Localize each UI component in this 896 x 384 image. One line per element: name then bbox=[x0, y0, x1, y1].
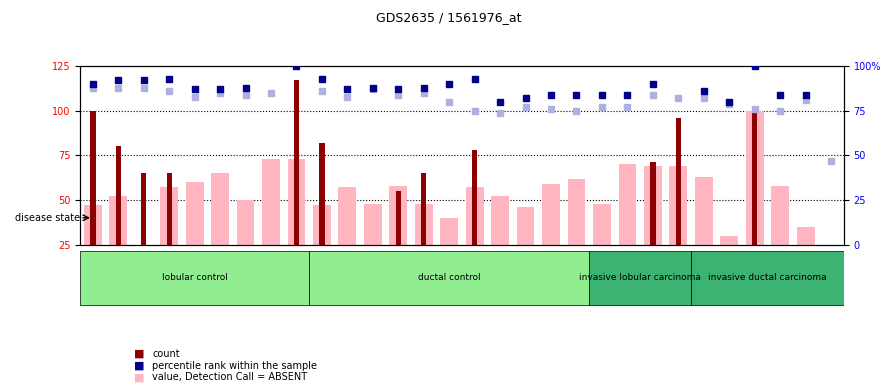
FancyBboxPatch shape bbox=[691, 251, 844, 305]
Bar bbox=[263, 159, 280, 289]
FancyBboxPatch shape bbox=[80, 251, 309, 305]
Bar bbox=[491, 196, 509, 289]
Bar bbox=[90, 111, 96, 289]
Bar bbox=[364, 204, 382, 289]
Bar bbox=[618, 164, 636, 289]
Text: value, Detection Call = ABSENT: value, Detection Call = ABSENT bbox=[152, 372, 307, 382]
Bar bbox=[771, 186, 789, 289]
Bar bbox=[797, 227, 814, 289]
Bar bbox=[141, 173, 146, 289]
Bar bbox=[669, 166, 687, 289]
Bar bbox=[517, 207, 535, 289]
Text: lobular control: lobular control bbox=[162, 273, 228, 283]
Text: ■: ■ bbox=[134, 349, 145, 359]
Bar bbox=[593, 204, 611, 289]
Text: count: count bbox=[152, 349, 180, 359]
Bar bbox=[650, 162, 656, 289]
Bar bbox=[116, 146, 121, 289]
Bar bbox=[644, 166, 662, 289]
Bar bbox=[160, 187, 178, 289]
Bar bbox=[288, 159, 306, 289]
Bar bbox=[823, 280, 840, 289]
Bar bbox=[211, 173, 229, 289]
Text: invasive lobular carcinoma: invasive lobular carcinoma bbox=[579, 273, 701, 283]
Bar bbox=[313, 205, 331, 289]
Text: ductal control: ductal control bbox=[418, 273, 480, 283]
Bar bbox=[542, 184, 560, 289]
Bar bbox=[440, 218, 458, 289]
Bar bbox=[472, 150, 478, 289]
Bar bbox=[84, 205, 102, 289]
Text: GDS2635 / 1561976_at: GDS2635 / 1561976_at bbox=[376, 12, 521, 25]
Text: invasive ductal carcinoma: invasive ductal carcinoma bbox=[708, 273, 827, 283]
Bar bbox=[695, 177, 712, 289]
Bar bbox=[421, 173, 426, 289]
Bar bbox=[237, 200, 254, 289]
Bar bbox=[720, 236, 738, 289]
Bar bbox=[396, 191, 401, 289]
Bar bbox=[745, 111, 763, 289]
Bar bbox=[676, 118, 681, 289]
Bar bbox=[185, 182, 203, 289]
Bar bbox=[319, 143, 324, 289]
FancyBboxPatch shape bbox=[590, 251, 691, 305]
Bar bbox=[752, 111, 757, 289]
Bar bbox=[466, 187, 484, 289]
Bar bbox=[339, 187, 357, 289]
Bar bbox=[294, 81, 299, 289]
Bar bbox=[567, 179, 585, 289]
Text: percentile rank within the sample: percentile rank within the sample bbox=[152, 361, 317, 371]
Text: ■: ■ bbox=[134, 372, 145, 382]
Text: disease state: disease state bbox=[15, 213, 80, 223]
FancyBboxPatch shape bbox=[309, 251, 590, 305]
Text: ■: ■ bbox=[134, 361, 145, 371]
Bar bbox=[415, 204, 433, 289]
Bar bbox=[390, 186, 407, 289]
Bar bbox=[167, 173, 172, 289]
Bar bbox=[109, 196, 127, 289]
